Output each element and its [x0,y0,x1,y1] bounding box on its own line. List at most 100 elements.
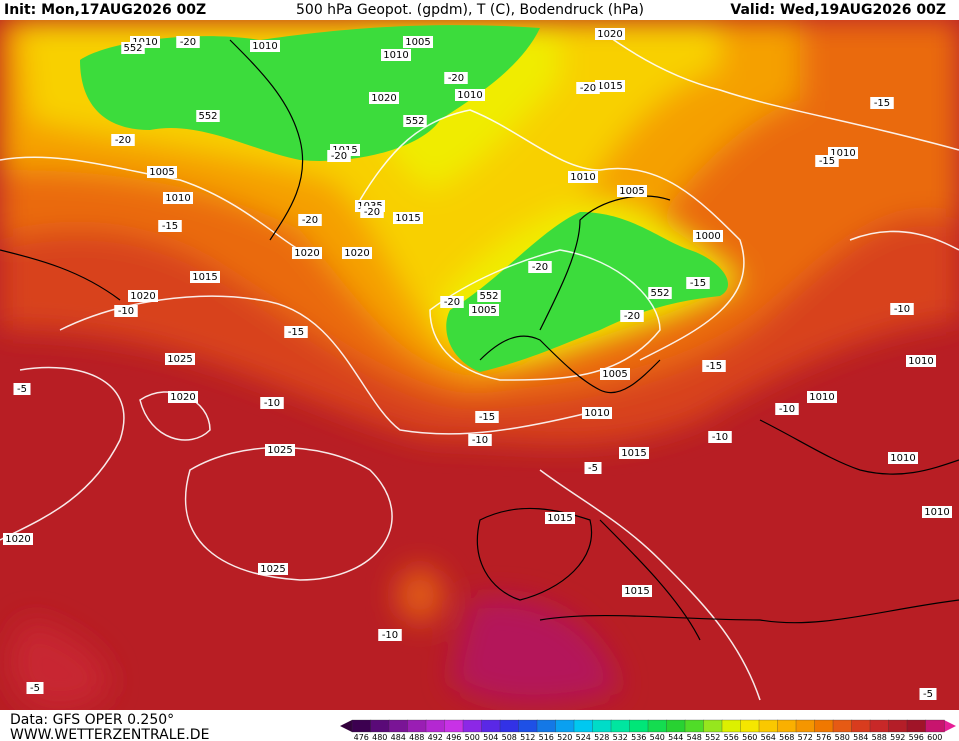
temperature-label: -20 [115,135,131,146]
colorbar-swatch [629,719,649,733]
colorbar-swatch [444,719,464,733]
pressure-label: 1020 [294,248,319,259]
pressure-label: 1005 [405,37,430,48]
colorbar-swatch [536,719,557,733]
pressure-label: 1005 [619,186,644,197]
colorbar-swatch [481,719,501,733]
colorbar-swatch [499,719,520,733]
temperature-label: -10 [472,435,488,446]
colorbar-label: 528 [594,733,609,741]
temperature-label: -15 [690,278,706,289]
pressure-label: 1020 [344,248,369,259]
label-box [342,247,372,259]
colorbar-label: 548 [687,733,702,741]
label-box [708,431,732,443]
label-box [163,192,193,204]
colorbar-label: 476 [354,733,369,741]
label-box [528,261,552,273]
temperature-label: -15 [819,156,835,167]
label-box [584,462,602,474]
pressure-label: 1020 [5,534,30,545]
pressure-label: 1000 [695,231,720,242]
colorbar-swatch [388,719,409,733]
label-box [775,403,799,415]
temperature-label: -5 [588,463,598,474]
label-box [258,563,288,575]
pressure-label: 1020 [371,93,396,104]
colorbar-swatch [351,719,372,733]
temperature-label: -10 [264,398,280,409]
colorbar-swatch [888,719,908,733]
label-box [468,434,492,446]
label-box [292,247,322,259]
colorbar-swatch [370,719,390,733]
geopotential-label: 552 [650,288,669,299]
label-box [284,326,308,338]
label-box [455,89,485,101]
label-box [440,296,464,308]
label-box [815,155,839,167]
pressure-label: 1025 [267,445,292,456]
label-box [327,150,351,162]
data-source: Data: GFS OPER 0.250° [10,712,174,728]
label-box [378,629,402,641]
label-box [196,110,220,122]
colorbar-swatch [684,719,705,733]
colorbar-swatch [758,719,779,733]
temperature-label: -10 [712,432,728,443]
geopotential-label: 552 [123,43,142,54]
colorbar: 476 480 484 488 492 496 500 504 508 512 516 520 524 5… [340,719,956,741]
label-box [190,271,220,283]
pressure-label: 1010 [584,408,609,419]
pressure-label: 1010 [890,453,915,464]
geopotential-label: 552 [479,291,498,302]
label-box [250,40,280,52]
label-box [870,97,894,109]
pressure-label: 1010 [924,507,949,518]
colorbar-swatch [555,719,575,733]
temperature-label: -20 [364,207,380,218]
label-box [360,206,384,218]
colorbar-label: 556 [724,733,739,741]
label-box [265,444,295,456]
pressure-label: 1025 [167,354,192,365]
temperature-label: -15 [479,412,495,423]
colorbar-label: 596 [909,733,924,741]
label-box [906,355,936,367]
label-box [128,290,158,302]
temperature-label: -20 [532,262,548,273]
colorbar-swatch [925,719,945,733]
label-box [702,360,726,372]
temperature-label: -15 [288,327,304,338]
temperature-label: -20 [331,151,347,162]
pressure-label: 1010 [570,172,595,183]
colorbar-label: 504 [483,733,498,741]
colorbar-swatch [814,719,834,733]
geopotential-label: 552 [198,111,217,122]
label-box [477,290,501,302]
label-box [686,277,710,289]
colorbar-label: 492 [428,733,443,741]
pressure-label: 1010 [830,148,855,159]
temperature-label: -20 [302,215,318,226]
temperature-label: -15 [874,98,890,109]
map-title: 500 hPa Geopot. (gpdm), T (C), Bodendruc… [296,2,644,18]
pressure-label: 1010 [457,90,482,101]
colorbar-label: 588 [872,733,887,741]
temperature-label: -10 [118,306,134,317]
label-box [595,80,625,92]
label-box [693,230,723,242]
label-box [114,305,138,317]
pressure-label: 1010 [908,356,933,367]
colorbar-swatch [407,719,427,733]
label-box [469,304,499,316]
colorbar-label: 536 [631,733,646,741]
header-bar [0,0,959,20]
colorbar-swatch [425,719,446,733]
label-box [165,353,195,365]
pressure-label: 1005 [471,305,496,316]
colorbar-label: 552 [705,733,720,741]
label-box [403,36,433,48]
pressure-label: 1010 [383,50,408,61]
